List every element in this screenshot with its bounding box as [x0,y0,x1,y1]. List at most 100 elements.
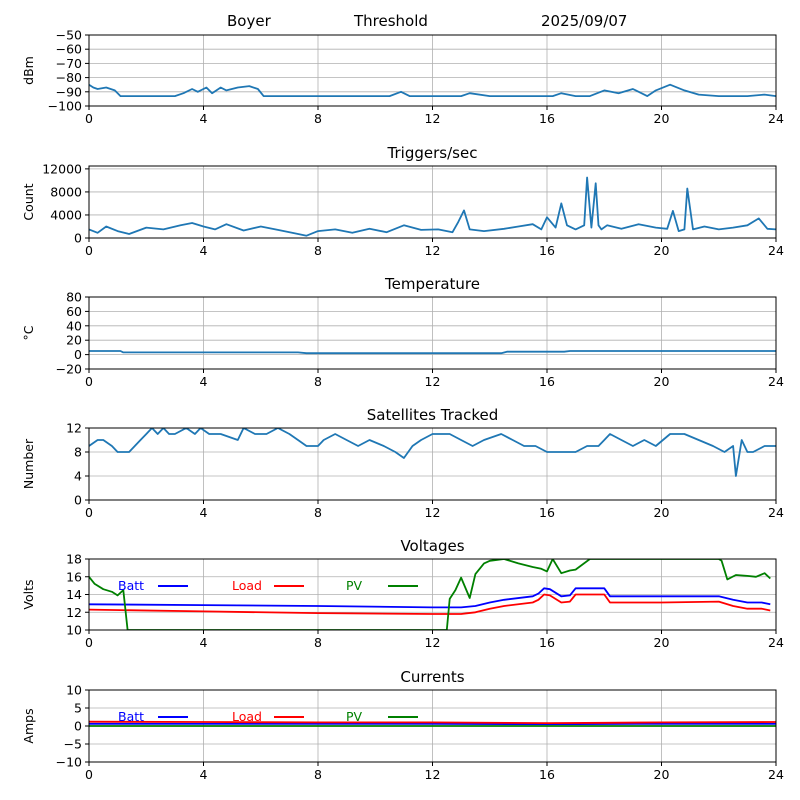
legend-label-pv: PV [346,709,363,724]
panel-signal: 0 4 8 12 16 20 24 −100−90−80−70−60−50 dBm [21,28,784,127]
x-tick-label: 20 [654,635,670,650]
station-name: Boyer [227,12,271,30]
y-tick-label: 0 [74,231,82,246]
x-tick-label: 8 [314,635,322,650]
legend-label-load: Load [232,578,262,593]
y-tick-label: 20 [66,333,82,348]
y-tick-label: 12 [66,605,82,620]
x-tick-label: 24 [768,374,784,389]
x-tick-label: 8 [314,505,322,520]
panel-title: Currents [400,668,464,686]
x-tick-label: 16 [539,243,555,258]
series-line [89,350,776,355]
legend-label-pv: PV [346,578,363,593]
mode-label: Threshold [354,12,428,30]
x-tick-label: 12 [425,243,441,258]
x-tick-label: 20 [654,767,670,782]
y-axis-label: Volts [21,579,36,609]
x-tick-label: 4 [200,635,208,650]
y-tick-label: 4 [74,469,82,484]
y-tick-label: 8 [74,445,82,460]
y-tick-label: 4000 [50,207,82,222]
date-label: 2025/09/07 [541,12,628,30]
x-tick-label: 8 [314,243,322,258]
x-tick-label: 4 [200,243,208,258]
x-tick-label: 12 [425,635,441,650]
panel-voltages: 0 4 8 12 16 20 24 10 12 14 16 18 Voltages Volts Batt Lo… [21,537,784,650]
x-tick-label: 16 [539,374,555,389]
x-tick-label: 20 [654,505,670,520]
y-tick-label: −60 [56,42,82,57]
x-tick-label: 20 [654,243,670,258]
x-tick-label: 0 [85,767,93,782]
series-line-load [89,720,776,724]
x-tick-label: 4 [200,374,208,389]
figure-header: Boyer Threshold 2025/09/07 [0,0,800,40]
y-tick-label: 10 [66,623,82,638]
x-tick-label: 20 [654,374,670,389]
x-tick-label: 8 [314,111,322,126]
y-tick-label: 18 [66,552,82,567]
x-tick-label: 12 [425,767,441,782]
y-tick-label: 5 [74,701,82,716]
y-tick-label: −20 [56,362,82,377]
panel-title: Voltages [400,537,464,555]
x-tick-label: 0 [85,635,93,650]
y-tick-label: 12000 [42,161,82,176]
y-tick-label: 60 [66,304,82,319]
panel-title: Satellites Tracked [367,406,498,424]
legend-label-batt: Batt [118,578,144,593]
series-line-batt [89,587,771,609]
y-tick-label: −5 [64,737,82,752]
y-tick-label: −10 [56,755,82,770]
panel-title: Temperature [384,275,480,293]
legend-label-load: Load [232,709,262,724]
x-tick-label: 20 [654,111,670,126]
panel-title: Triggers/sec [387,144,478,162]
series-line [89,83,776,97]
y-axis-label: Number [21,438,36,489]
y-axis-label: Amps [21,708,36,743]
series-line [89,176,776,237]
x-tick-label: 16 [539,111,555,126]
y-tick-label: −100 [48,99,82,114]
y-axis-label: dBm [21,56,36,85]
x-tick-label: 24 [768,767,784,782]
x-tick-label: 0 [85,243,93,258]
y-tick-label: 0 [74,347,82,362]
x-tick-label: 0 [85,505,93,520]
y-axis-label: °C [21,325,36,340]
x-tick-label: 16 [539,767,555,782]
y-axis-label: Count [21,183,36,220]
y-tick-label: 16 [66,569,82,584]
x-tick-label: 8 [314,374,322,389]
y-tick-label: −80 [56,70,82,85]
y-tick-label: 8000 [50,184,82,199]
x-tick-label: 16 [539,635,555,650]
y-tick-label: 80 [66,290,82,305]
x-tick-label: 24 [768,505,784,520]
y-tick-label: 14 [66,587,82,602]
y-tick-label: 0 [74,719,82,734]
x-tick-label: 24 [768,635,784,650]
y-tick-label: 10 [66,683,82,698]
y-tick-label: −50 [56,28,82,43]
x-tick-label: 4 [200,767,208,782]
x-tick-label: 4 [200,505,208,520]
y-tick-label: −70 [56,56,82,71]
series-line-pv [89,559,771,630]
x-tick-label: 12 [425,505,441,520]
x-tick-label: 4 [200,111,208,126]
x-tick-label: 0 [85,111,93,126]
x-tick-label: 8 [314,767,322,782]
y-tick-label: 40 [66,318,82,333]
y-tick-label: 0 [74,493,82,508]
x-tick-label: 12 [425,111,441,126]
legend-label-batt: Batt [118,709,144,724]
x-tick-label: 24 [768,243,784,258]
x-tick-label: 16 [539,505,555,520]
x-tick-label: 0 [85,374,93,389]
